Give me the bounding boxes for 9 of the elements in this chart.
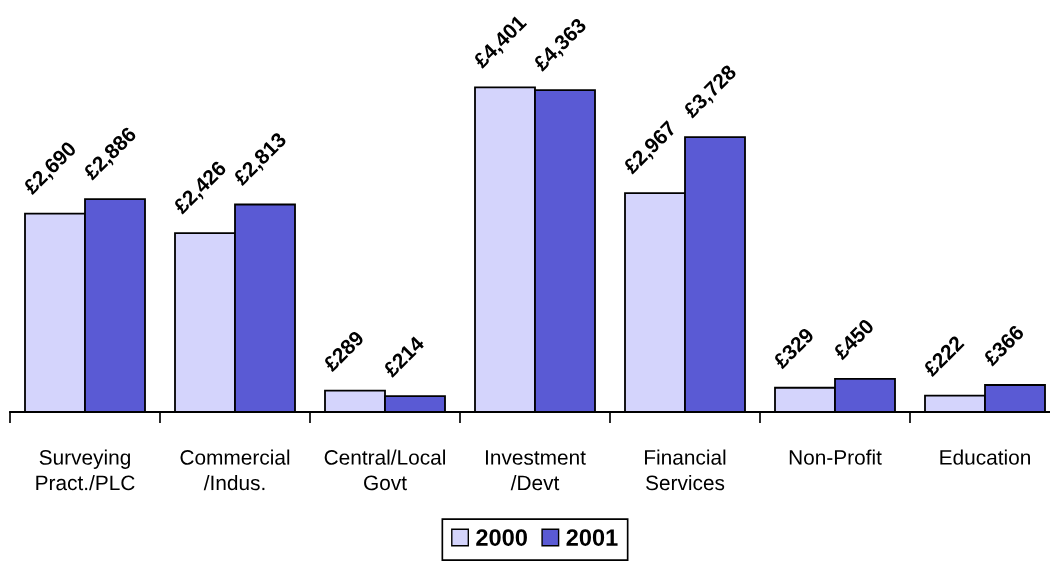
x-tick-label: Commercial /Indus. [180,449,290,491]
x-tick-label: Central/Local Govt [324,449,445,491]
x-tick-label: Non-Profit [789,449,882,465]
legend-label: 2000 [476,529,527,546]
x-tick-label: Surveying Pract./PLC [36,449,135,491]
x-tick-label: Investment /Devt [485,450,586,491]
legend-label: 2001 [566,529,618,546]
x-tick-label: Financial Services [645,449,726,491]
x-tick-label: Education [940,449,1030,465]
